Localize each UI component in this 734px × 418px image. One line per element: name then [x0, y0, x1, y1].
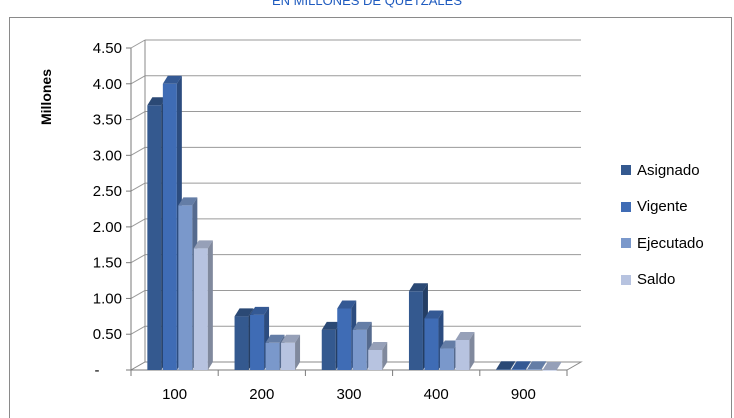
x-tick-label: 100: [162, 386, 187, 403]
gridline-side: [130, 325, 146, 335]
bar-side: [207, 240, 213, 370]
bar: [424, 318, 439, 370]
y-tick-label: 2.50: [93, 183, 122, 200]
legend-swatch-ejecutado: [621, 238, 631, 249]
bar-top: [352, 321, 372, 330]
chart-title: EN MILLONES DE QUETZALES: [272, 0, 462, 8]
gridline-side: [130, 111, 146, 120]
bar-top: [178, 197, 198, 206]
bar-top: [527, 361, 547, 370]
bar: [337, 308, 352, 370]
bar: [321, 329, 336, 370]
legend-label-asignado: Asignado: [637, 161, 700, 179]
legend-swatch-vigente: [621, 201, 631, 212]
bar: [178, 205, 193, 370]
bar: [542, 370, 557, 371]
bar-side: [541, 361, 547, 370]
bar-side: [469, 331, 475, 370]
bar-top: [455, 331, 475, 340]
bar-side: [382, 341, 388, 370]
bar-top: [496, 361, 516, 370]
legend-label-saldo: Saldo: [637, 271, 676, 289]
bar: [193, 248, 208, 370]
bar-top: [424, 310, 444, 319]
bar: [527, 369, 542, 370]
bar-top: [439, 340, 459, 349]
bar: [352, 329, 367, 370]
x-tick-label: 200: [249, 386, 274, 403]
x-tick-label: 300: [336, 386, 361, 403]
y-tick-label: 2.00: [93, 219, 122, 236]
bar: [368, 349, 383, 370]
legend-item-vigente: Vigente: [621, 189, 731, 226]
legend: Asignado Vigente Ejecutado Saldo: [621, 152, 731, 298]
bar-side: [525, 361, 531, 370]
bar: [455, 339, 470, 370]
bar: [147, 105, 162, 370]
y-tick-label: 1.50: [93, 255, 122, 272]
bar-top: [265, 334, 285, 343]
bar: [265, 342, 280, 370]
gridline-side: [130, 218, 146, 228]
bar-side: [510, 361, 516, 370]
legend-item-saldo: Saldo: [621, 262, 731, 299]
y-tick-label: 3.00: [93, 147, 122, 164]
bar-top: [193, 240, 213, 249]
y-tick-label: 0.50: [93, 326, 122, 343]
legend-label-vigente: Vigente: [637, 198, 688, 216]
bar-top: [162, 75, 182, 84]
x-tick-label: 900: [511, 386, 536, 403]
y-tick-label: 1.00: [93, 290, 122, 307]
bar: [234, 316, 249, 370]
gridline-side: [130, 75, 146, 85]
gridline-side: [130, 290, 146, 299]
bar-side: [295, 334, 301, 370]
legend-swatch-asignado: [621, 165, 631, 176]
bar-top: [408, 283, 428, 292]
bar: [496, 369, 511, 370]
legend-item-ejecutado: Ejecutado: [621, 225, 731, 262]
bar-top: [511, 361, 531, 370]
bar: [511, 369, 526, 370]
bar-top: [147, 97, 167, 106]
bar-top: [337, 300, 357, 309]
bar: [439, 348, 454, 370]
bar-top: [281, 334, 301, 343]
y-tick-label: 3.50: [93, 112, 122, 129]
y-tick-label: 4.00: [93, 76, 122, 93]
bar-top: [234, 308, 254, 317]
bar-top: [321, 321, 341, 330]
bar-top: [250, 306, 270, 315]
gridline-side: [130, 254, 146, 264]
gridline-side: [130, 39, 146, 49]
bar: [250, 314, 265, 370]
gridline-side: [130, 182, 146, 192]
bar-top: [368, 341, 388, 350]
bar: [281, 342, 296, 370]
legend-item-asignado: Asignado: [621, 152, 731, 189]
bar-top: [542, 362, 562, 370]
chart-frame: [9, 17, 732, 418]
gridline-side: [130, 146, 146, 156]
bar: [408, 291, 423, 370]
y-tick-label: -: [95, 362, 100, 379]
legend-swatch-saldo: [621, 274, 631, 285]
legend-label-ejecutado: Ejecutado: [637, 234, 704, 252]
x-tick-label: 400: [424, 386, 449, 403]
y-tick-label: 4.50: [93, 40, 122, 57]
bar: [162, 83, 177, 371]
